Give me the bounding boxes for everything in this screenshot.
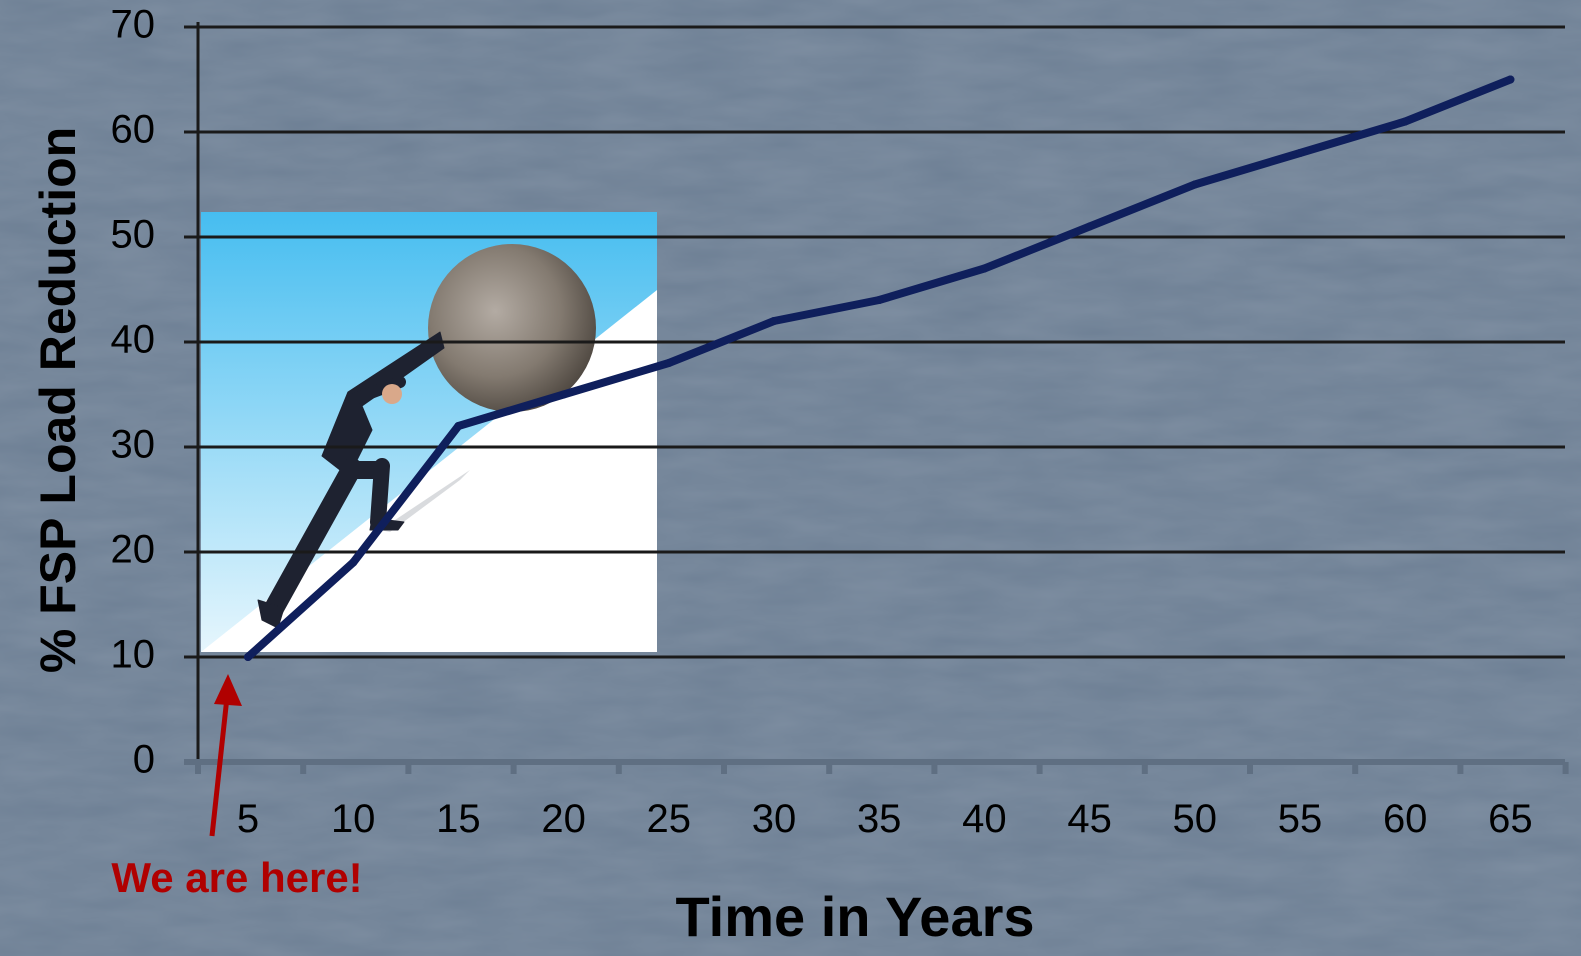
x-tick-labels: 5 10 15 20 25 30 35 40 45 50 55 60 65 bbox=[237, 797, 1533, 841]
x-tick-label: 5 bbox=[237, 797, 259, 841]
data-point bbox=[1506, 75, 1515, 84]
x-axis-ticks bbox=[195, 762, 1569, 774]
y-tick-label: 70 bbox=[111, 3, 156, 47]
x-tick-label: 65 bbox=[1488, 797, 1533, 841]
x-axis-title: Time in Years bbox=[675, 885, 1034, 948]
data-point bbox=[454, 422, 463, 430]
y-tick-label: 40 bbox=[111, 318, 156, 362]
annotation: We are here! bbox=[111, 674, 363, 901]
x-tick-label: 55 bbox=[1278, 797, 1323, 841]
x-tick-label: 40 bbox=[962, 797, 1007, 841]
y-axis-title: % FSP Load Reduction bbox=[30, 127, 86, 673]
data-point bbox=[980, 264, 989, 273]
data-point bbox=[770, 317, 778, 325]
data-point bbox=[349, 558, 358, 567]
data-point bbox=[875, 296, 884, 304]
illustration-boulder-pusher bbox=[201, 212, 657, 652]
x-tick-label: 50 bbox=[1173, 797, 1218, 841]
data-point bbox=[244, 653, 252, 661]
x-tick-label: 20 bbox=[541, 797, 586, 841]
annotation-arrowhead-icon bbox=[214, 674, 242, 706]
y-tick-label: 60 bbox=[111, 108, 156, 152]
businessman-icon bbox=[257, 331, 445, 629]
annotation-arrow bbox=[209, 687, 231, 837]
x-tick-label: 35 bbox=[857, 797, 902, 841]
y-tick-labels: 0 10 20 30 40 50 60 70 bbox=[111, 3, 156, 782]
boulder-icon bbox=[428, 244, 596, 412]
x-tick-label: 15 bbox=[436, 797, 481, 841]
data-point bbox=[1085, 222, 1094, 231]
y-tick-label: 20 bbox=[111, 528, 156, 572]
x-tick-label: 30 bbox=[752, 797, 797, 841]
y-tick-label: 10 bbox=[111, 633, 156, 677]
annotation-label: We are here! bbox=[111, 854, 362, 901]
x-tick-label: 25 bbox=[647, 797, 692, 841]
series-points bbox=[244, 75, 1515, 661]
y-tick-label: 50 bbox=[111, 213, 156, 257]
data-point bbox=[1190, 180, 1199, 189]
x-tick-label: 45 bbox=[1067, 797, 1112, 841]
x-tick-label: 60 bbox=[1383, 797, 1428, 841]
x-tick-label: 10 bbox=[331, 797, 376, 841]
y-tick-label: 0 bbox=[133, 738, 155, 782]
y-tick-label: 30 bbox=[111, 423, 156, 467]
data-point bbox=[1401, 117, 1410, 126]
data-point bbox=[1296, 149, 1304, 157]
data-point bbox=[664, 359, 673, 367]
data-point bbox=[559, 390, 568, 399]
